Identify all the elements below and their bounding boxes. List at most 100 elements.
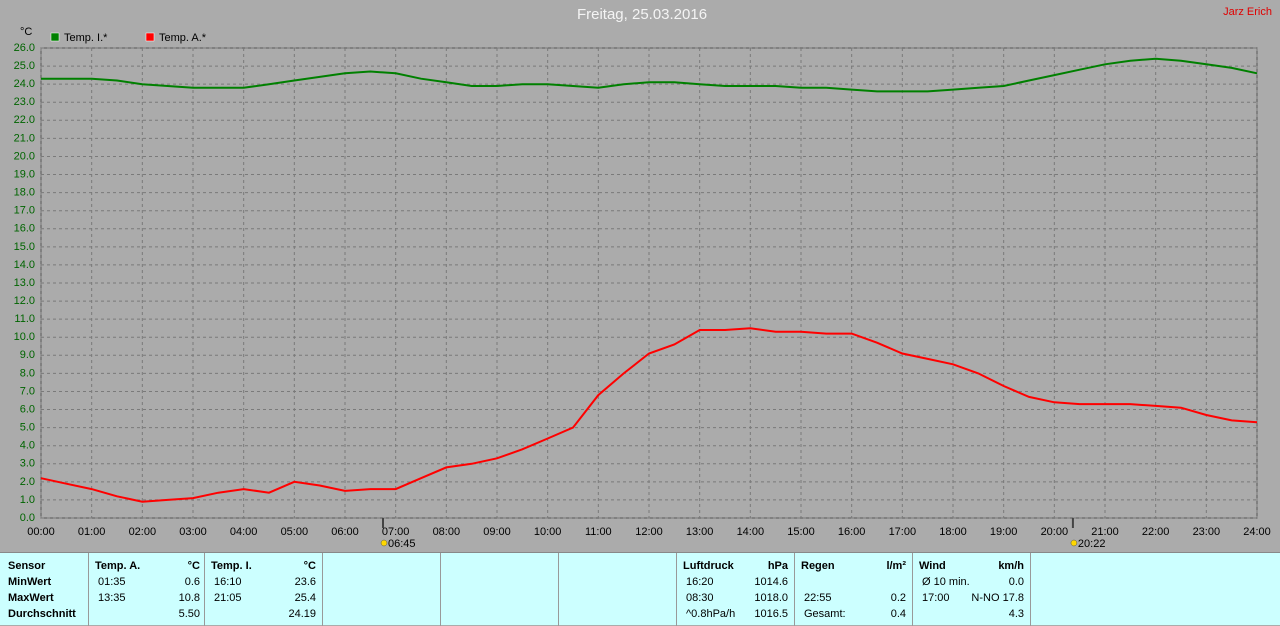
y-tick-label: 26.0 [14,42,35,54]
y-tick-label: 9.0 [20,349,35,361]
y-tick-label: 23.0 [14,96,35,108]
x-tick-label: 16:00 [838,526,866,538]
legend-label: Temp. A.* [159,32,207,44]
y-tick-label: 6.0 [20,403,35,415]
time: Ø 10 min. [922,576,970,588]
row-label: Durchschnitt [8,608,76,620]
column-separator [204,553,205,626]
x-tick-label: 21:00 [1091,526,1119,538]
x-tick-label: 12:00 [635,526,663,538]
column-separator [322,553,323,626]
value: 1016.5 [754,608,788,620]
x-tick-label: 03:00 [179,526,207,538]
x-tick-label: 00:00 [27,526,55,538]
unit: °C [303,560,316,572]
unit: l/m² [886,560,906,572]
x-tick-label: 04:00 [230,526,258,538]
y-tick-label: 13.0 [14,277,35,289]
x-tick-label: 17:00 [889,526,917,538]
column-separator [1030,553,1031,626]
value: 25.4 [294,592,316,604]
legend-swatch [50,32,60,42]
y-tick-label: 22.0 [14,114,35,126]
header: Wind [919,560,946,572]
y-tick-label: 5.0 [20,422,35,434]
sun-icon [1070,539,1078,547]
chart-title: Freitag, 25.03.2016 [577,6,707,23]
time: ^0.8hPa/h [686,608,736,620]
value: 4.3 [1008,608,1024,620]
annotation: 06:45 [388,538,416,550]
x-tick-label: 07:00 [382,526,410,538]
x-tick-label: 19:00 [990,526,1018,538]
time: 01:35 [98,576,126,588]
x-tick-label: 13:00 [686,526,714,538]
sun-icon [380,539,388,547]
y-tick-label: 0.0 [20,512,35,524]
legend-label: Temp. I.* [64,32,108,44]
column-separator [912,553,913,626]
y-tick-label: 8.0 [20,367,35,379]
x-tick-label: 15:00 [787,526,815,538]
value: 0.2 [890,592,906,604]
y-tick-label: 19.0 [14,168,35,180]
value: N-NO 17.8 [971,592,1024,604]
x-tick-label: 23:00 [1193,526,1221,538]
series-line [40,327,1258,503]
column-separator [88,553,89,626]
y-tick-label: 3.0 [20,458,35,470]
value: 23.6 [294,576,316,588]
y-tick-label: 4.0 [20,440,35,452]
column-separator [440,553,441,626]
x-tick-label: 20:00 [1041,526,1069,538]
y-tick-label: 2.0 [20,476,35,488]
row-label: MaxWert [8,592,54,604]
x-tick-label: 08:00 [433,526,461,538]
x-tick-label: 22:00 [1142,526,1170,538]
header: Regen [801,560,835,572]
time: 16:20 [686,576,714,588]
value: 10.8 [178,592,200,604]
y-tick-label: 12.0 [14,295,35,307]
y-tick-label: 17.0 [14,205,35,217]
y-tick-label: 25.0 [14,60,35,72]
value: 1018.0 [754,592,788,604]
y-axis-label: °C [20,26,32,38]
x-tick-label: 14:00 [737,526,765,538]
legend-swatch [145,32,155,42]
column-separator [676,553,677,626]
value: 24.19 [288,608,316,620]
time: 17:00 [922,592,950,604]
series-line [41,57,1258,93]
stats-table: Sensor MinWert MaxWert Durchschnitt Temp. A.… [0,552,1280,626]
x-tick-label: 18:00 [939,526,967,538]
x-tick-label: 06:00 [331,526,359,538]
value: 1014.6 [754,576,788,588]
author: Jarz Erich [1223,6,1272,18]
header: Sensor [8,560,46,572]
y-tick-label: 18.0 [14,187,35,199]
y-tick-label: 24.0 [14,78,35,90]
unit: °C [187,560,200,572]
row-label: MinWert [8,576,52,588]
x-tick-label: 24:00 [1243,526,1271,538]
header: Temp. A. [95,560,141,572]
y-tick-label: 16.0 [14,223,35,235]
y-tick-label: 14.0 [14,259,35,271]
annotation: 20:22 [1078,538,1106,550]
x-tick-label: 09:00 [483,526,511,538]
header: Temp. I. [211,560,252,572]
unit: hPa [767,560,788,572]
time: 16:10 [214,576,242,588]
value: 5.50 [178,608,200,620]
y-tick-label: 20.0 [14,150,35,162]
chart: Freitag, 25.03.2016 Jarz Erich °C 0.0 1.0… [14,6,1272,550]
column-separator [558,553,559,626]
value: 0.4 [890,608,906,620]
y-tick-label: 1.0 [20,494,35,506]
header: Luftdruck [683,560,734,572]
x-tick-label: 05:00 [281,526,309,538]
x-tick-label: 10:00 [534,526,562,538]
time: Gesamt: [804,608,846,620]
